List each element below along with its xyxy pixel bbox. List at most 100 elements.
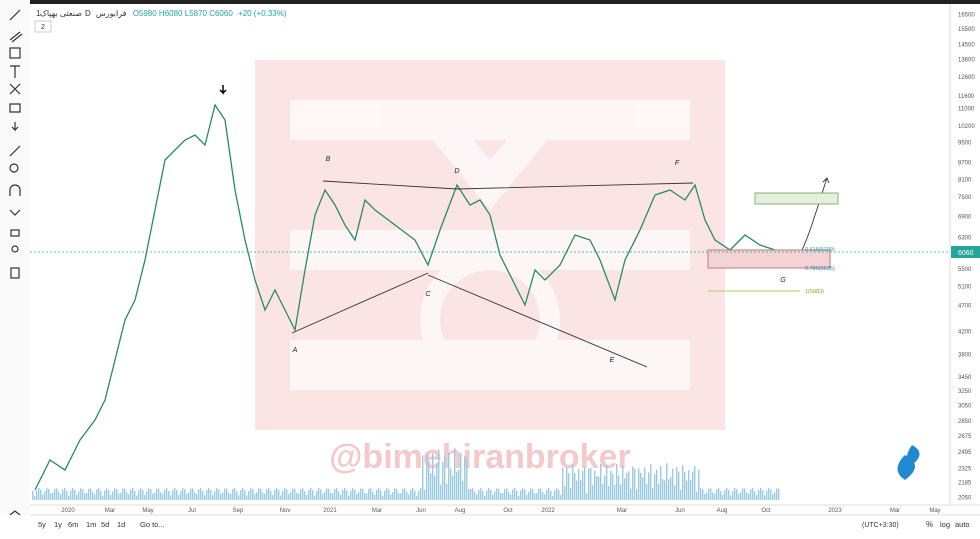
volume-bar: [560, 494, 562, 500]
auto-toggle[interactable]: auto: [955, 520, 970, 529]
range-button[interactable]: 6m: [68, 520, 78, 529]
volume-bar: [144, 494, 146, 500]
volume-bar: [74, 489, 76, 500]
range-button[interactable]: 1m: [86, 520, 96, 529]
volume-bar: [562, 467, 564, 500]
volume-bar: [336, 488, 338, 500]
pattern-label: D: [454, 168, 459, 175]
volume-bar: [740, 492, 742, 500]
indicator-toggle[interactable]: [34, 20, 52, 33]
volume-bar: [294, 488, 296, 500]
volume-bar: [558, 489, 560, 500]
volume-bar: [280, 495, 282, 500]
volume-bar: [542, 492, 544, 500]
volume-bar: [700, 488, 702, 500]
time-label: Mar: [617, 508, 627, 514]
volume-bar: [604, 475, 606, 500]
volume-bar: [314, 495, 316, 500]
broker-logo: [897, 445, 920, 480]
volume-bar: [572, 464, 574, 500]
volume-bar: [286, 489, 288, 500]
volume-bar: [324, 492, 326, 500]
volume-bar: [402, 488, 404, 500]
volume-bar: [168, 491, 170, 500]
volume-bar: [738, 493, 740, 500]
price-label: 6300: [958, 235, 972, 241]
volume-bar: [774, 492, 776, 500]
volume-bar: [344, 488, 346, 500]
volume-bar: [516, 490, 518, 500]
volume-bar: [66, 490, 68, 500]
volume-bar: [102, 495, 104, 500]
volume-bar: [400, 493, 402, 500]
volume-bar: [502, 492, 504, 500]
range-button[interactable]: 5d: [101, 520, 109, 529]
volume-bar: [154, 492, 156, 500]
volume-bar: [434, 475, 436, 500]
volume-bar: [544, 494, 546, 500]
volume-bar: [634, 468, 636, 500]
volume-bar: [90, 488, 92, 500]
volume-bar: [148, 488, 150, 500]
volume-bar: [318, 488, 320, 500]
volume-bar: [100, 490, 102, 500]
log-toggle[interactable]: log: [940, 520, 950, 529]
volume-bar: [568, 473, 570, 500]
volume-bar: [270, 491, 272, 500]
volume-bar: [48, 488, 50, 500]
volume-bar: [520, 490, 522, 500]
range-button[interactable]: 1d: [117, 520, 125, 529]
symbol-name: صنعتی بهپاک: [40, 9, 83, 18]
volume-bar: [592, 485, 594, 500]
volume-bar: [162, 494, 164, 500]
volume-bar: [676, 467, 678, 500]
pattern-label: C: [425, 291, 431, 298]
volume-bar: [116, 489, 118, 500]
volume-bar: [390, 494, 392, 500]
range-button[interactable]: 5y: [38, 520, 46, 529]
volume-bar: [546, 489, 548, 500]
volume-bar: [508, 491, 510, 500]
volume-bar: [448, 452, 450, 500]
volume-bar: [442, 461, 444, 500]
volume-bar: [706, 492, 708, 500]
range-button[interactable]: 1y: [54, 520, 62, 529]
volume-bar: [234, 488, 236, 500]
price-label: 4700: [958, 303, 972, 309]
volume-bar: [534, 493, 536, 500]
exchange: فرابورس: [96, 9, 127, 18]
volume-bar: [348, 495, 350, 500]
volume-bar: [716, 489, 718, 500]
volume-bar: [50, 493, 52, 500]
time-label: Jun: [416, 508, 426, 514]
volume-bar: [368, 488, 370, 500]
goto[interactable]: Go to...: [140, 520, 165, 529]
volume-bar: [642, 477, 644, 500]
volume-bar: [204, 495, 206, 500]
watermark-text: @bimehiranbroker: [329, 438, 630, 476]
volume-bar: [174, 488, 176, 500]
pattern-label: A: [292, 347, 298, 354]
pattern-label: G: [780, 277, 786, 284]
volume-bar: [114, 488, 116, 500]
volume-bar: [674, 485, 676, 500]
volume-bar: [710, 488, 712, 500]
percent-toggle[interactable]: %: [926, 520, 933, 529]
volume-bar: [216, 488, 218, 500]
volume-bar: [218, 489, 220, 500]
price-label: 3450: [958, 375, 972, 381]
volume-bar: [464, 456, 466, 500]
volume-bar: [394, 488, 396, 500]
volume-bar: [450, 468, 452, 500]
price-label: 11000: [958, 106, 975, 112]
volume-bar: [704, 493, 706, 500]
volume-bar: [408, 494, 410, 500]
volume-bar: [522, 488, 524, 500]
watermark-logo-inner: [290, 100, 690, 390]
volume-bar: [250, 488, 252, 500]
volume-bar: [92, 492, 94, 500]
volume-bar: [626, 472, 628, 500]
volume-bar: [202, 491, 204, 500]
volume-bar: [106, 488, 108, 500]
volume-bar: [494, 491, 496, 500]
